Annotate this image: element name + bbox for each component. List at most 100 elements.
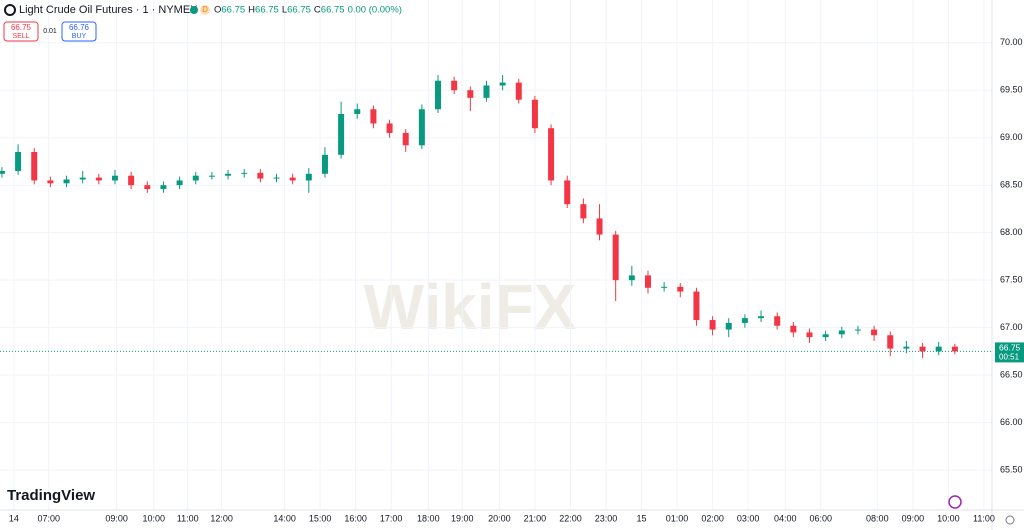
spread: 0.01 <box>43 28 57 35</box>
candle-body <box>31 151 38 181</box>
candle-body <box>418 109 425 146</box>
ohlc-h-label: H <box>248 5 255 16</box>
x-tick-label: 14 <box>9 513 19 523</box>
alert-icon[interactable] <box>948 495 962 509</box>
candle-body <box>951 346 958 352</box>
x-tick-label: 18:00 <box>417 513 440 523</box>
candle-body <box>580 204 587 219</box>
ohlc-high: 66.75 <box>255 5 279 16</box>
candle-body <box>386 123 393 133</box>
sell-button[interactable] <box>3 21 39 42</box>
candle-body <box>208 175 215 177</box>
candle-body <box>564 180 571 205</box>
last-price-box <box>995 342 1024 363</box>
candle-body <box>515 82 522 100</box>
candle-body <box>871 329 878 336</box>
candle-body <box>612 234 619 281</box>
x-tick-label: 01:00 <box>666 513 689 523</box>
candle-body <box>483 85 490 98</box>
candle-body <box>95 177 102 181</box>
ohlc-close: 66.75 <box>321 5 345 16</box>
x-tick-label: 06:00 <box>810 513 833 523</box>
candle-body <box>822 334 829 338</box>
candle-body <box>354 109 361 114</box>
x-tick-label: 04:00 <box>774 513 797 523</box>
candle-body <box>305 173 312 181</box>
candle-body <box>838 330 845 335</box>
candle-body <box>321 154 328 174</box>
x-tick-label: 12:00 <box>210 513 233 523</box>
candle-body <box>128 175 135 186</box>
candle-body <box>257 172 264 179</box>
candle-body <box>192 175 199 181</box>
x-tick-label: 09:00 <box>105 513 128 523</box>
candle-body <box>774 316 781 326</box>
candle-body <box>273 177 280 179</box>
candle-body <box>241 172 248 174</box>
x-tick-label: 11:00 <box>973 513 995 523</box>
x-tick-label: 02:00 <box>701 513 724 523</box>
x-tick-label: 03:00 <box>737 513 760 523</box>
candle-body <box>758 316 765 319</box>
x-tick-label: 08:00 <box>866 513 889 523</box>
y-tick-label: 67.50 <box>1000 275 1023 285</box>
candle-body <box>338 113 345 155</box>
x-tick-label: 15 <box>637 513 647 523</box>
x-tick-label: 19:00 <box>451 513 474 523</box>
x-tick-label: 09:00 <box>902 513 925 523</box>
settings-icon[interactable] <box>1005 515 1015 525</box>
ohlc-low: 66.75 <box>287 5 311 16</box>
ohlc-c-label: C <box>314 5 321 16</box>
badge-bg <box>200 5 210 15</box>
ohlc-l-label: L <box>282 5 287 16</box>
y-tick-label: 67.00 <box>1000 322 1023 332</box>
x-tick-label: 10:00 <box>142 513 165 523</box>
candle-body <box>935 346 942 352</box>
candle-body <box>499 82 506 86</box>
candle-body <box>806 332 813 338</box>
candle-body <box>160 185 167 189</box>
chart-title[interactable]: Light Crude Oil Futures · 1 · NYMEX <box>19 4 198 16</box>
candle-body <box>903 346 910 349</box>
candle-body <box>628 275 635 281</box>
candle-body <box>677 286 684 292</box>
x-tick-label: 11:00 <box>177 513 199 523</box>
y-tick-label: 65.50 <box>1000 464 1023 474</box>
buy-price: 66.76 <box>69 23 90 32</box>
candle-body <box>111 175 118 181</box>
y-tick-label: 70.00 <box>1000 37 1023 47</box>
ohlc-open: 66.75 <box>221 5 245 16</box>
watermark: WikiFX <box>364 271 577 343</box>
candle-body <box>15 151 22 171</box>
candle-body <box>661 286 668 288</box>
candle-body <box>693 291 700 321</box>
x-tick-label: 10:00 <box>937 513 960 523</box>
candle-body <box>531 99 538 129</box>
candle-body <box>919 346 926 352</box>
candle-body <box>887 335 894 349</box>
y-tick-label: 68.00 <box>1000 227 1023 237</box>
x-tick-label: 15:00 <box>309 513 332 523</box>
candle-body <box>451 80 458 91</box>
buy-button[interactable] <box>61 21 97 42</box>
y-tick-label: 68.50 <box>1000 180 1023 190</box>
interval-badge: D <box>202 5 208 14</box>
candle-body <box>63 179 70 184</box>
candle-body <box>741 318 748 323</box>
candle-body <box>467 90 474 98</box>
countdown: 00:51 <box>999 353 1020 362</box>
ohlc-change: 0.00 (0.00%) <box>348 5 402 16</box>
candle-body <box>47 180 54 184</box>
x-tick-label: 21:00 <box>524 513 547 523</box>
symbol-icon <box>4 4 16 16</box>
candle-body <box>790 325 797 333</box>
status-dot <box>190 6 198 14</box>
last-price-label: 66.75 <box>999 343 1021 353</box>
candle-body <box>79 177 86 180</box>
candle-body <box>176 180 183 186</box>
y-tick-label: 69.50 <box>1000 85 1023 95</box>
x-tick-label: 23:00 <box>595 513 618 523</box>
ohlc-o-label: O <box>214 5 221 16</box>
logo[interactable]: TradingView <box>7 487 95 504</box>
